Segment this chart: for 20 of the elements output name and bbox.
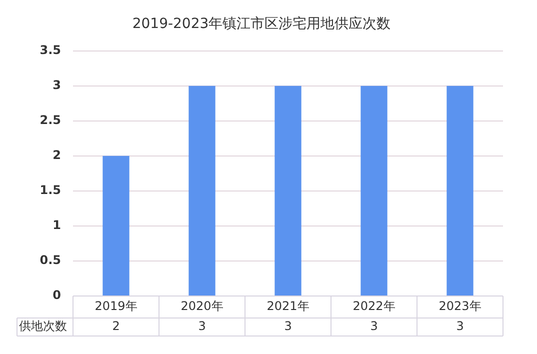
y-tick-label: 3.5 — [40, 42, 61, 57]
x-tick-label: 2021年 — [266, 299, 310, 314]
data-label: 3 — [198, 319, 206, 334]
data-label: 3 — [284, 319, 292, 334]
y-tick-label: 3 — [52, 78, 61, 92]
y-tick-label: 1.5 — [40, 183, 61, 198]
y-tick-label: 2 — [52, 148, 61, 162]
data-label: 3 — [370, 319, 378, 334]
y-tick-label: 2.5 — [40, 112, 61, 127]
x-tick-label: 2020年 — [180, 299, 224, 314]
y-tick-label: 0.5 — [40, 253, 61, 268]
x-tick-label: 2019年 — [94, 299, 138, 314]
chart-title: 2019-2023年镇江市区涉宅用地供应次数 — [132, 16, 391, 32]
x-tick-label: 2022年 — [352, 299, 396, 314]
y-tick-label: 1 — [52, 218, 61, 232]
x-tick-label: 2023年 — [438, 299, 482, 314]
text: 供地次数 — [19, 319, 67, 334]
data-label: 3 — [456, 319, 464, 334]
y-tick-label: 0 — [52, 288, 61, 302]
data-label: 2 — [112, 319, 120, 334]
